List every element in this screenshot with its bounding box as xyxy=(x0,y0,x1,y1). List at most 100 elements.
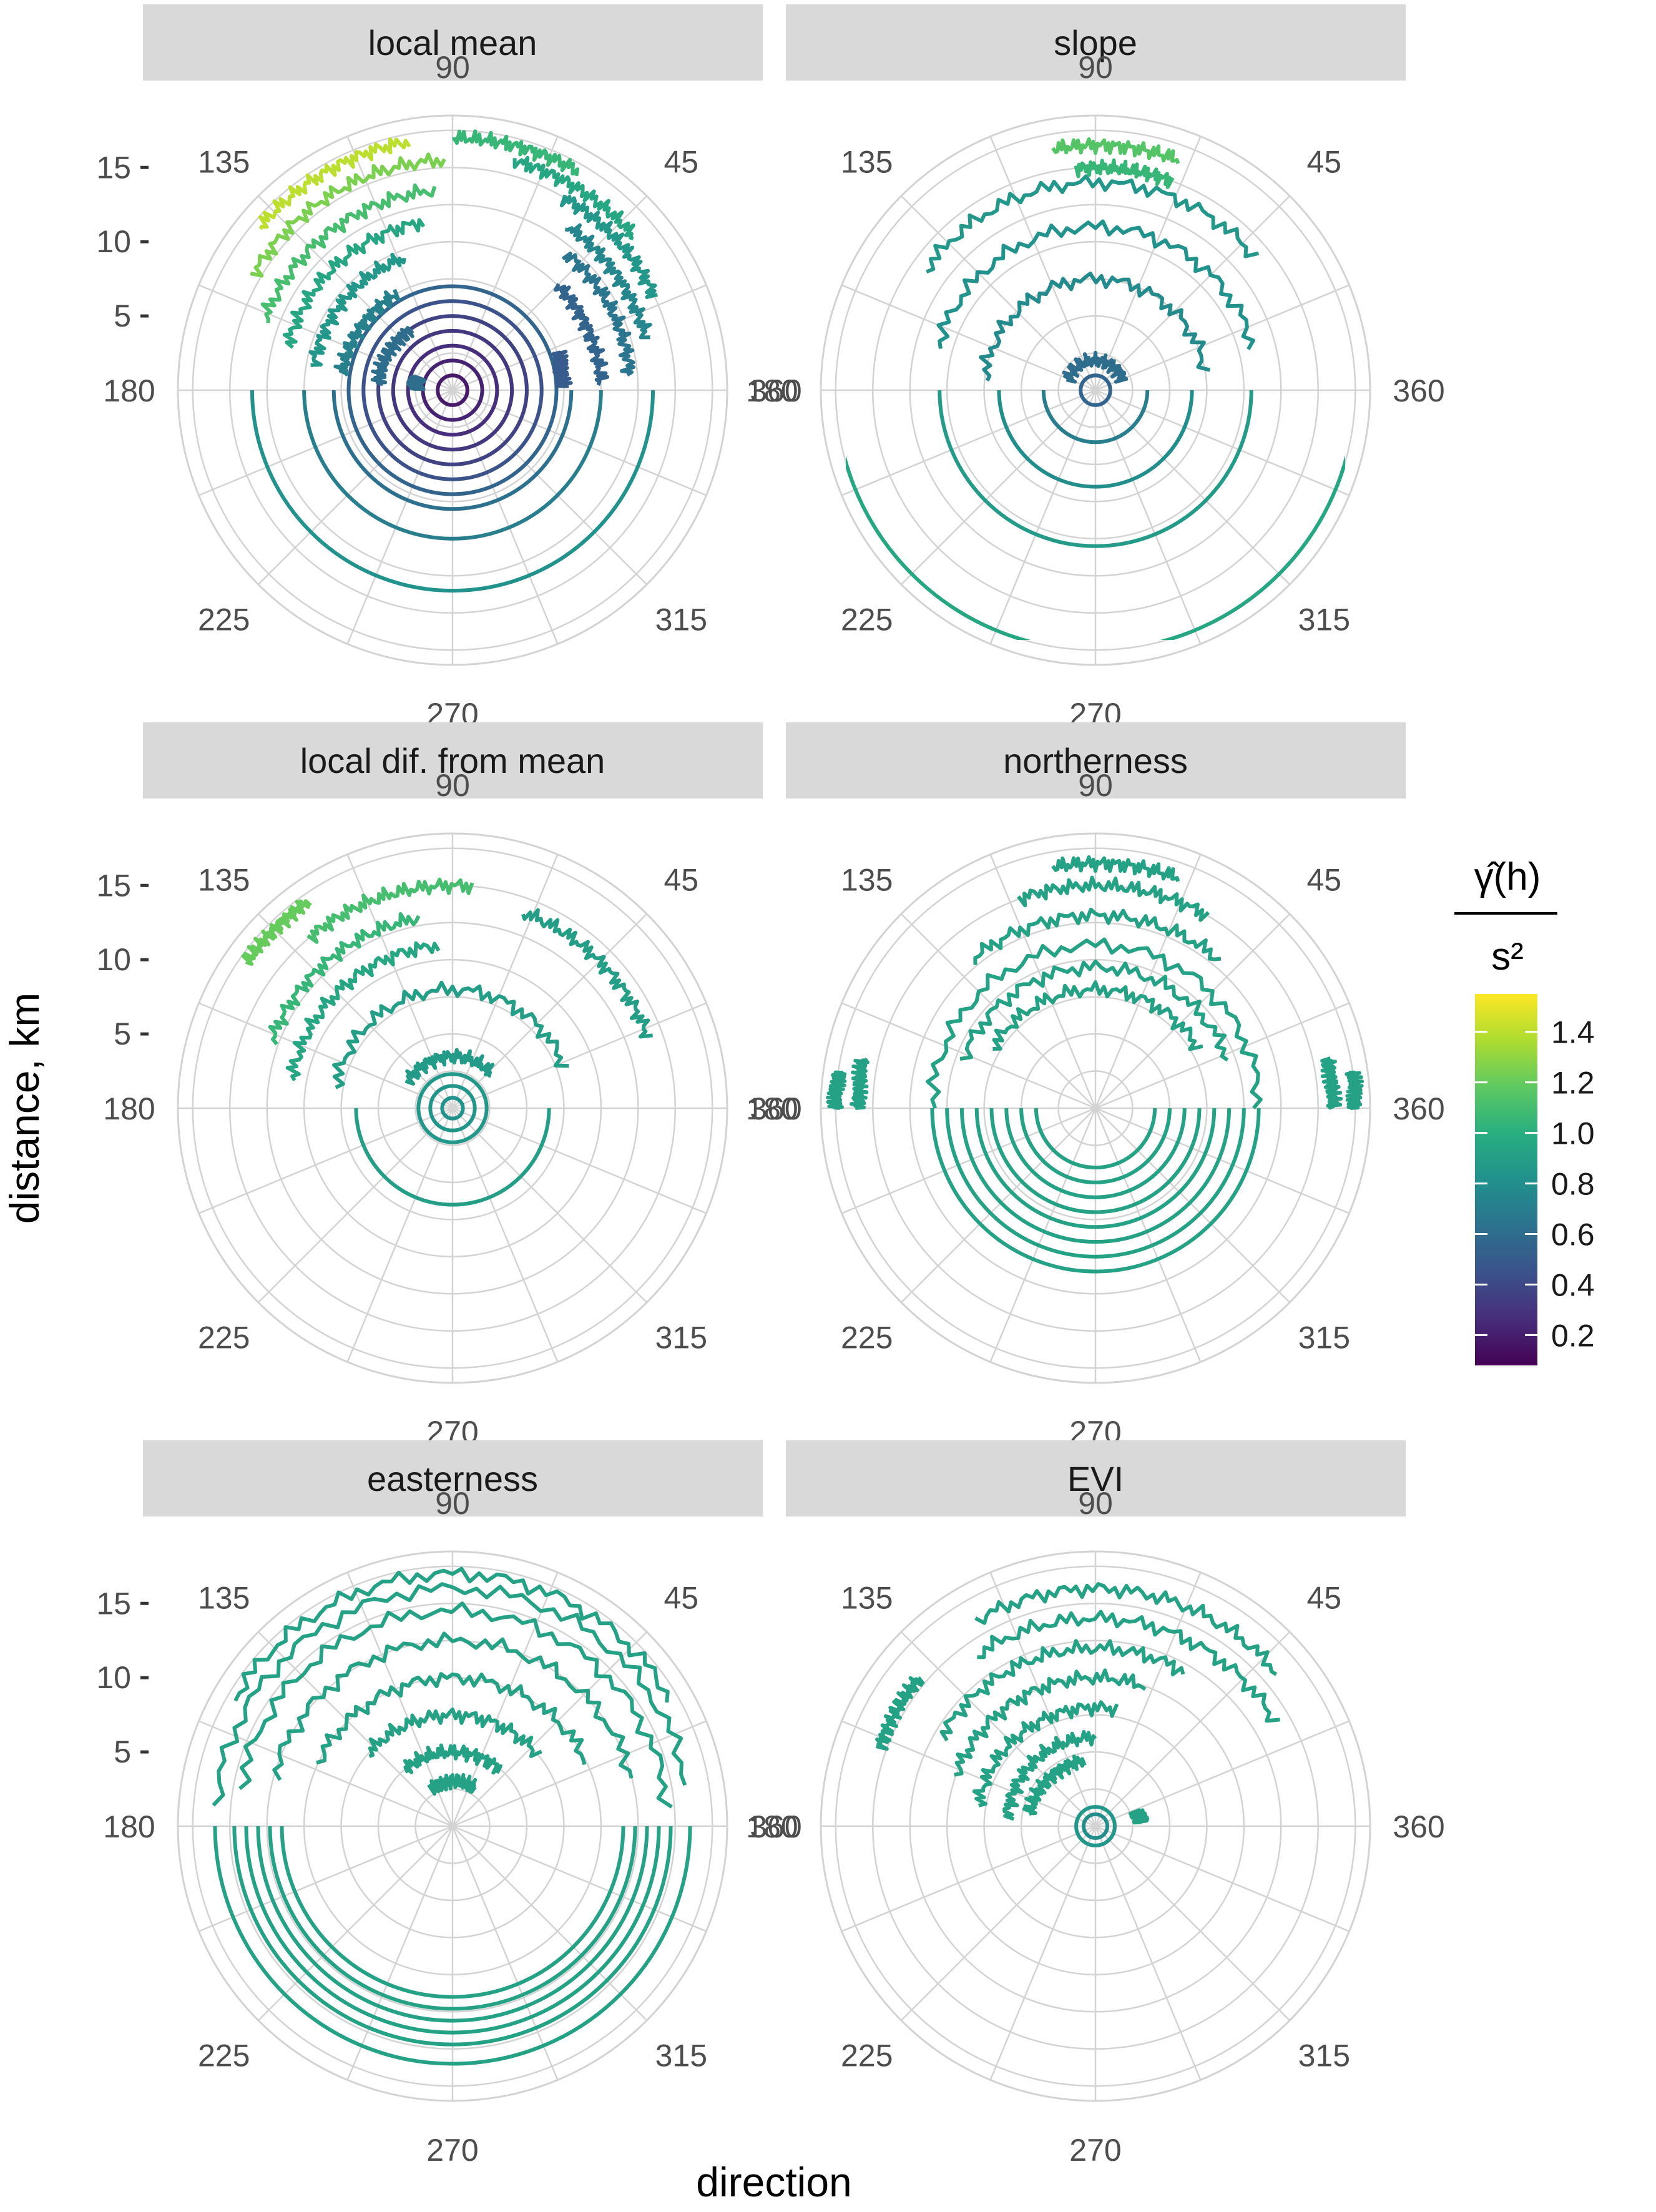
direction-tick-label: 90 xyxy=(1078,50,1113,85)
grid-spoke xyxy=(1094,1572,1202,1827)
direction-tick-label: 225 xyxy=(841,2038,893,2073)
grid-spoke xyxy=(346,1108,454,1362)
direction-tick-label: 315 xyxy=(655,602,707,637)
grid-spoke xyxy=(900,1108,1096,1304)
direction-tick-label: 135 xyxy=(841,145,893,180)
grid-spoke xyxy=(257,1631,453,1827)
grid-spoke xyxy=(451,854,559,1109)
contour-lines xyxy=(212,1566,692,2066)
direction-tick-label: 45 xyxy=(664,863,698,898)
grid-spoke xyxy=(257,390,453,586)
contour-line xyxy=(212,1582,687,1807)
contour-line xyxy=(561,252,636,377)
contour-line xyxy=(559,194,658,299)
contour-ring xyxy=(974,1108,1217,1229)
grid-spoke xyxy=(1095,195,1291,391)
contour-line xyxy=(306,877,474,944)
grid-spoke xyxy=(452,1826,648,2022)
contour-ring xyxy=(436,373,469,407)
lower-half-contours xyxy=(354,1108,551,1207)
contour-line xyxy=(260,183,437,323)
contour-line xyxy=(1022,1754,1087,1816)
direction-tick-label: 90 xyxy=(435,50,470,85)
direction-tick-label: 180 xyxy=(746,373,798,408)
contour-line xyxy=(368,1707,542,1758)
direction-tick-label: 180 xyxy=(746,1809,798,1844)
grid-spoke xyxy=(452,1002,707,1109)
contour-line xyxy=(1062,350,1129,384)
contour-ring xyxy=(302,390,603,541)
direction-tick-label: 180 xyxy=(746,1091,798,1126)
contour-ring xyxy=(440,1096,465,1121)
grid-spoke xyxy=(1095,1825,1350,1932)
contour-line xyxy=(268,912,421,1046)
grid-spoke xyxy=(346,1826,454,2080)
grid-spoke xyxy=(841,1825,1096,1932)
direction-tick-label: 45 xyxy=(1306,1581,1341,1616)
polar-grid xyxy=(177,114,728,666)
grid-spoke xyxy=(1095,913,1291,1109)
contour-ring xyxy=(1079,373,1112,407)
grid-spoke xyxy=(989,1826,1097,2080)
facet-panel-local-dif-from-mean: local dif. from mean 9045360315270225180… xyxy=(96,722,802,1450)
grid-spoke xyxy=(1095,390,1291,586)
lower-half-contours xyxy=(930,1108,1261,1274)
distance-axis: 5 10 15 xyxy=(96,868,149,1051)
polar-grid xyxy=(177,832,728,1384)
y-axis-title: distance, km xyxy=(1,993,47,1224)
direction-tick-label: 315 xyxy=(1298,602,1350,637)
contour-ring xyxy=(997,390,1194,489)
direction-tick-label: 90 xyxy=(1078,768,1113,803)
polar-grid xyxy=(820,832,1371,1384)
grid-spoke xyxy=(841,1107,1096,1214)
contour-lines xyxy=(250,129,658,592)
contour-line xyxy=(974,1582,1278,1676)
contour-line xyxy=(404,1048,495,1086)
grid-spoke xyxy=(989,136,1097,391)
grid-spoke xyxy=(1095,389,1350,496)
contour-line xyxy=(238,1601,673,1809)
direction-tick-label: 225 xyxy=(841,602,893,637)
contour-line xyxy=(308,252,406,367)
direction-tick-label: 135 xyxy=(841,863,893,898)
grid-spoke xyxy=(198,1107,453,1214)
direction-tick-label: 270 xyxy=(1069,2133,1121,2168)
facet-strip-label: local dif. from mean xyxy=(300,741,605,780)
direction-tick-label: 315 xyxy=(1298,1320,1350,1355)
grid-spoke xyxy=(900,913,1096,1109)
contour-line xyxy=(316,1672,587,1766)
contour-ring xyxy=(930,1108,1261,1274)
contour-ring xyxy=(406,343,499,437)
grid-spoke xyxy=(198,1002,453,1109)
contour-line xyxy=(1051,855,1180,882)
grid-spoke xyxy=(1094,390,1202,644)
contour-ring xyxy=(1074,1805,1117,1847)
distance-tick-label: 10 xyxy=(96,224,131,259)
lower-half-contours xyxy=(250,390,655,592)
grid-spoke xyxy=(452,1825,707,1932)
grid-spoke xyxy=(452,390,648,586)
contour-ring xyxy=(938,390,1253,548)
contour-lines xyxy=(846,137,1345,640)
contour-line xyxy=(959,959,1229,1062)
facet-strip-label: local mean xyxy=(368,23,537,62)
colorbar-tick-label: 0.6 xyxy=(1551,1217,1595,1252)
contour-line xyxy=(241,899,312,966)
grid-spoke xyxy=(900,1826,1096,2022)
facet-strip-label: northerness xyxy=(1003,741,1188,780)
direction-tick-label: 225 xyxy=(198,2038,250,2073)
grid-spoke xyxy=(841,389,1096,496)
direction-tick-label: 360 xyxy=(1393,373,1444,408)
direction-tick-label: 360 xyxy=(1393,1809,1444,1844)
direction-tick-label: 45 xyxy=(1306,863,1341,898)
contour-line xyxy=(551,350,573,388)
contour-ring xyxy=(376,314,529,466)
distance-tick-label: 15 xyxy=(96,868,131,903)
direction-tick-label: 180 xyxy=(103,1091,155,1126)
direction-tick-label: 225 xyxy=(198,602,250,637)
direction-tick-label: 90 xyxy=(1078,1486,1113,1521)
distance-tick-label: 15 xyxy=(96,1586,131,1621)
